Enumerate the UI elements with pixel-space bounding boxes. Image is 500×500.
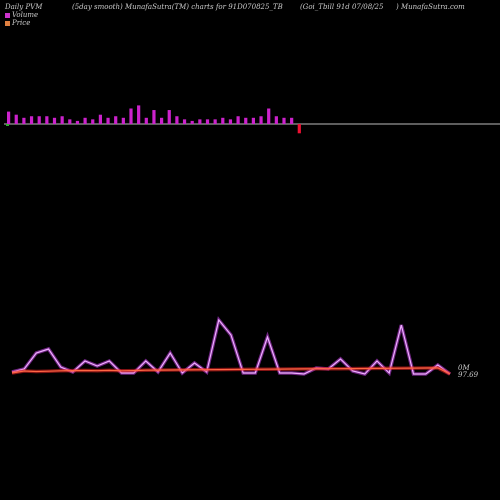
volume-bar bbox=[75, 120, 80, 124]
volume-bar bbox=[60, 116, 64, 124]
volume-bar bbox=[259, 116, 263, 124]
price-line bbox=[11, 367, 451, 375]
volume-bar bbox=[213, 119, 217, 124]
volume-bar bbox=[182, 119, 187, 124]
volume-bar bbox=[29, 116, 34, 124]
volume-bar bbox=[52, 117, 57, 124]
volume-bar bbox=[68, 119, 72, 124]
volume-bar bbox=[198, 119, 202, 124]
volume-bar bbox=[91, 119, 95, 124]
legend-item-volume: Volume bbox=[5, 11, 38, 19]
volume-bar bbox=[137, 105, 141, 124]
volume-bar bbox=[14, 114, 18, 124]
volume-line-glow bbox=[11, 316, 452, 377]
volume-bar bbox=[282, 117, 286, 124]
volume-bar bbox=[7, 111, 11, 124]
volume-bar bbox=[221, 117, 225, 124]
volume-bar bbox=[45, 116, 49, 124]
volume-axis-label: 0M bbox=[458, 364, 470, 372]
volume-bar bbox=[114, 116, 118, 124]
volume-line bbox=[11, 318, 451, 375]
chart-header-site: ) MunafaSutra.com bbox=[396, 3, 465, 11]
volume-bar-flat bbox=[6, 124, 9, 126]
volume-bar bbox=[83, 117, 87, 124]
price-axis-label: 97.69 bbox=[458, 371, 479, 379]
volume-bar bbox=[22, 117, 26, 124]
volume-bar bbox=[236, 116, 240, 124]
volume-bar bbox=[37, 116, 41, 124]
volume-bar bbox=[175, 116, 179, 124]
legend-swatch-price bbox=[5, 20, 10, 26]
legend-label-volume: Volume bbox=[12, 11, 39, 19]
volume-bar bbox=[152, 110, 156, 124]
volume-bar bbox=[160, 117, 164, 124]
volume-bar bbox=[244, 117, 248, 124]
chart-header-title: (5day smooth) MunafaSutra(TM) charts for… bbox=[72, 3, 283, 11]
legend-item-price: Price bbox=[5, 19, 38, 27]
volume-bar bbox=[274, 116, 278, 124]
volume-bar bbox=[205, 119, 210, 124]
chart-header-left: Daily PVM bbox=[5, 3, 43, 11]
legend-swatch-volume bbox=[5, 12, 10, 18]
volume-bar bbox=[167, 110, 171, 124]
chart-legend: Volume Price bbox=[5, 11, 38, 27]
volume-bar bbox=[121, 117, 125, 124]
volume-bar bbox=[98, 114, 102, 124]
chart-header-symbol: (Goi_Tbill 91d 07/08/25 bbox=[300, 3, 384, 11]
volume-bar bbox=[297, 124, 301, 134]
volume-bar bbox=[106, 117, 110, 124]
volume-bar bbox=[190, 120, 194, 124]
volume-bar bbox=[251, 117, 255, 124]
volume-bar bbox=[144, 117, 148, 124]
volume-bar bbox=[228, 119, 233, 124]
volume-bar bbox=[290, 117, 294, 124]
volume-bar bbox=[129, 108, 133, 124]
volume-bar bbox=[267, 108, 271, 124]
legend-label-price: Price bbox=[12, 19, 31, 27]
